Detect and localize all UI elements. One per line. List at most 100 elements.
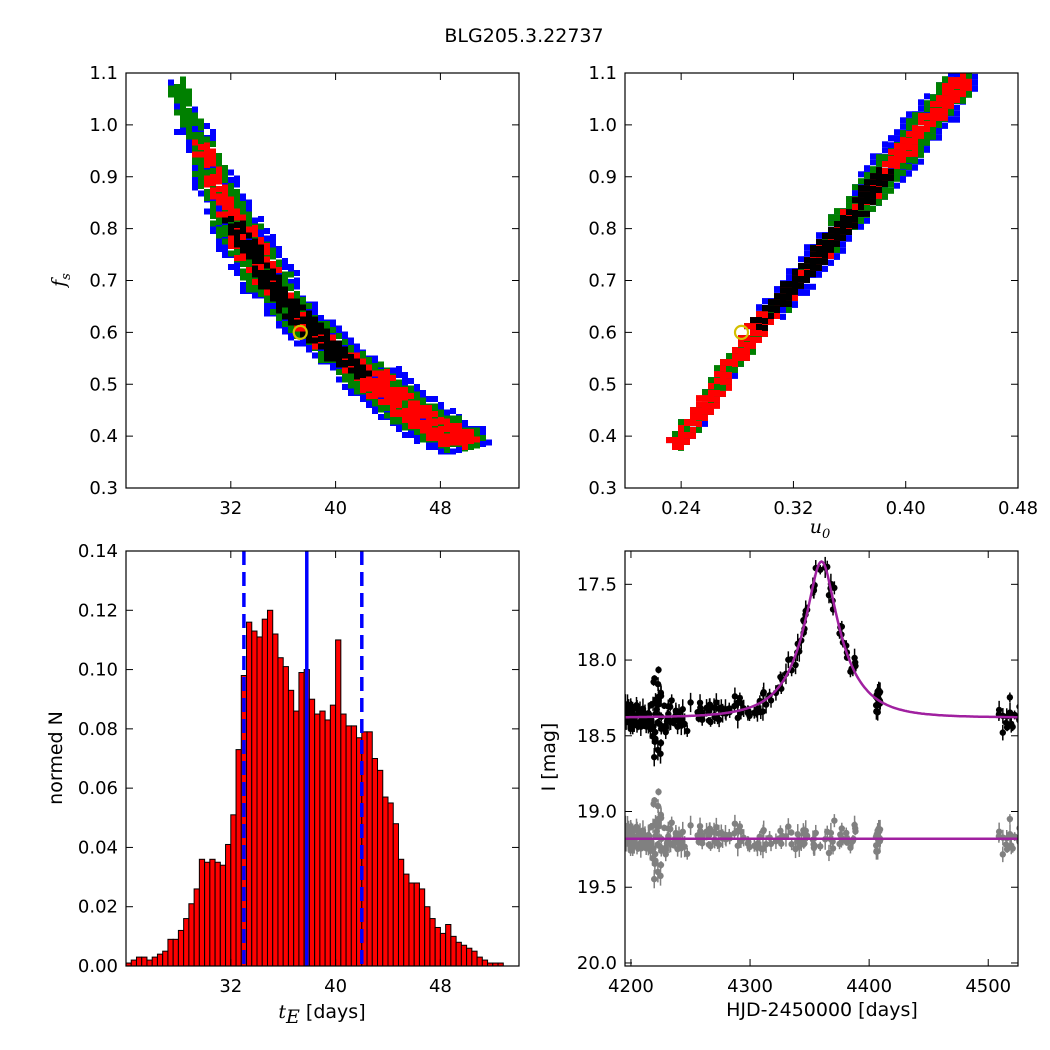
heatmap-cell	[840, 209, 846, 216]
heatmap-cell	[198, 124, 204, 131]
heatmap-cell	[864, 185, 870, 192]
data-point	[653, 700, 661, 708]
heatmap-cell	[960, 97, 966, 104]
heatmap-cell	[708, 396, 714, 402]
heatmap-cell	[870, 166, 876, 173]
heatmap-cell	[960, 78, 966, 84]
y-tick-label: 0.02	[78, 897, 118, 918]
heatmap-cell	[228, 250, 234, 257]
heatmap-cell	[174, 91, 180, 98]
heatmap-cell	[228, 243, 234, 249]
heatmap-cell	[246, 274, 252, 281]
heatmap-cell	[192, 171, 198, 177]
heatmap-cell	[444, 409, 450, 416]
heatmap-cell	[234, 214, 240, 221]
heatmap-cell	[222, 252, 228, 258]
heatmap-cell	[684, 425, 690, 432]
heatmap-cell	[846, 222, 852, 228]
heatmap-cell	[810, 283, 816, 290]
heatmap-cell	[474, 436, 480, 443]
heatmap-cell	[426, 423, 432, 429]
heatmap-cell	[948, 102, 954, 109]
heatmap-cell	[390, 411, 396, 417]
heatmap-cell	[828, 214, 834, 221]
heatmap-cell	[834, 253, 840, 260]
heatmap-cell	[888, 181, 894, 188]
data-point	[655, 666, 662, 674]
heatmap-cell	[384, 369, 390, 375]
heatmap-cell	[372, 355, 378, 362]
heatmap-cell	[192, 165, 198, 171]
heatmap-cell	[204, 162, 210, 168]
residual-point	[633, 827, 641, 834]
heatmap-cell	[870, 173, 876, 180]
heatmap-cell	[870, 205, 876, 212]
heatmap-cell	[288, 292, 294, 299]
heatmap-cell	[450, 417, 456, 423]
y-tick-label: 0.8	[89, 219, 118, 240]
heatmap-cell	[702, 389, 708, 396]
heatmap-cell	[270, 253, 276, 260]
heatmap-cell	[834, 246, 840, 253]
heatmap-cell	[852, 210, 858, 216]
heatmap-cell	[246, 226, 252, 233]
heatmap-cell	[402, 394, 408, 401]
heatmap-cell	[258, 237, 264, 243]
heatmap-cell	[876, 173, 882, 180]
heatmap-cell	[198, 138, 204, 144]
heatmap-cell	[222, 184, 228, 191]
heatmap-cell	[780, 300, 786, 306]
heatmap-cell	[426, 444, 432, 450]
heatmap-cell	[342, 376, 348, 383]
histogram-bar	[418, 888, 426, 967]
heatmap-cell	[738, 354, 744, 360]
heatmap-cell	[480, 435, 486, 441]
heatmap-cell	[228, 196, 234, 203]
heatmap-cell	[372, 378, 378, 384]
heatmap-cell	[432, 444, 438, 450]
heatmap-cell	[264, 228, 270, 234]
heatmap-cell	[372, 393, 378, 399]
heatmap-cell	[252, 252, 258, 258]
heatmap-cell	[282, 313, 288, 320]
heatmap-cell	[360, 366, 366, 372]
heatmap-cell	[756, 304, 762, 311]
heatmap-cell	[354, 388, 360, 395]
heatmap-cell	[342, 339, 348, 345]
heatmap-cell	[234, 189, 240, 195]
heatmap-cell	[246, 219, 252, 225]
heatmap-cell	[888, 156, 894, 162]
heatmap-cell	[954, 90, 960, 96]
heatmap-cell	[408, 385, 414, 392]
heatmap-cell	[936, 101, 942, 108]
residual-point	[639, 827, 647, 834]
heatmap-cell	[888, 142, 894, 149]
heatmap-cell	[804, 250, 810, 257]
heatmap-cell	[714, 402, 720, 409]
histogram-bar	[261, 618, 268, 967]
heatmap-cell	[408, 400, 414, 407]
heatmap-cell	[372, 408, 378, 414]
heatmap-cell	[948, 73, 954, 77]
heatmap-cell	[768, 299, 774, 306]
heatmap-cell	[288, 298, 294, 305]
heatmap-cell	[900, 169, 906, 176]
heatmap-cell	[270, 261, 276, 267]
heatmap-cell	[942, 108, 948, 115]
heatmap-cell	[264, 243, 270, 249]
heatmap-cell	[420, 399, 426, 405]
heatmap-cell	[480, 441, 486, 447]
heatmap-cell	[318, 351, 324, 357]
heatmap-cell	[810, 258, 816, 264]
histogram-bar	[424, 906, 431, 967]
heatmap-cell	[252, 265, 258, 272]
y-tick-label: 1.0	[89, 115, 118, 136]
heatmap-cell	[882, 180, 888, 187]
heatmap-cell	[408, 378, 414, 384]
best-fit-marker	[292, 324, 308, 340]
heatmap-cell	[216, 240, 222, 246]
heatmap-cell	[216, 193, 222, 200]
heatmap-cell	[396, 426, 402, 432]
heatmap-cell	[930, 113, 936, 120]
heatmap-cell	[408, 409, 414, 416]
